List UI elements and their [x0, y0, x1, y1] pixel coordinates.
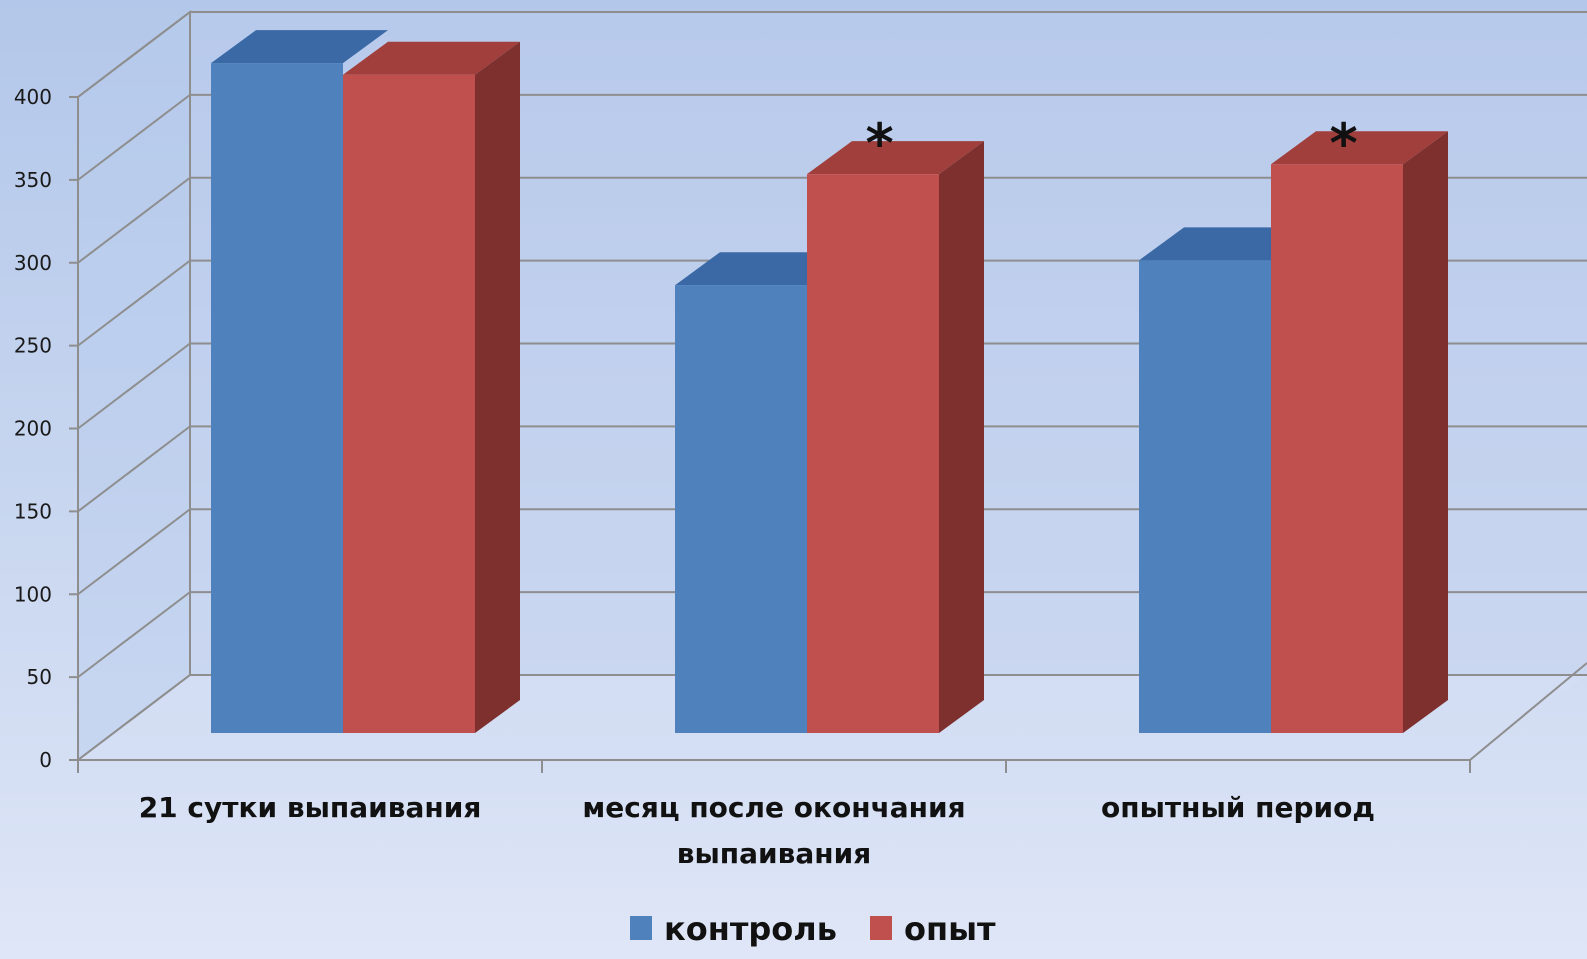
- y-tick-label: 400: [14, 85, 52, 109]
- significance-annotation: *: [1329, 112, 1357, 175]
- legend: контроль опыт: [630, 910, 996, 948]
- y-tick-label: 0: [39, 748, 52, 772]
- gridline-diagonal: [77, 94, 191, 181]
- bar-control: [211, 30, 388, 734]
- bar-side: [939, 141, 984, 733]
- gridline-diagonal: [77, 176, 191, 264]
- x-category-label: выпаивания: [677, 837, 871, 870]
- y-tick-label: 100: [14, 582, 52, 606]
- bar-top: [807, 141, 984, 175]
- gridline-diagonal: [77, 11, 191, 98]
- gridline-diagonal: [77, 342, 191, 430]
- bar-top: [343, 41, 520, 75]
- y-tick-label: 350: [14, 168, 52, 192]
- bar-experiment: [807, 141, 984, 733]
- bar-side: [475, 41, 520, 733]
- bar-front: [675, 285, 807, 733]
- y-tick-label: 300: [14, 251, 52, 275]
- bar-experiment: [343, 41, 520, 733]
- x-category-label: месяц после окончания: [582, 791, 965, 824]
- bar-front: [211, 63, 343, 734]
- gridline-diagonal: [77, 674, 191, 761]
- legend-swatch: [870, 916, 892, 940]
- legend-label: контроль: [664, 910, 837, 948]
- bar-front: [1271, 164, 1403, 733]
- bar-top: [1271, 131, 1448, 165]
- y-tick-label: 200: [14, 417, 52, 441]
- bars: [211, 30, 1448, 734]
- bar-front: [807, 174, 939, 733]
- floor-right-edge: [1469, 662, 1587, 761]
- bar-front: [1139, 260, 1271, 733]
- significance-annotation: *: [865, 112, 893, 175]
- bar-side: [1403, 131, 1448, 733]
- y-tick-label: 150: [14, 499, 52, 523]
- y-tick-label: 50: [27, 665, 52, 689]
- gridline-diagonal: [77, 425, 191, 513]
- legend-label: опыт: [904, 910, 996, 948]
- y-tick-label: 250: [14, 334, 52, 358]
- gridline-diagonal: [77, 259, 191, 347]
- x-category-label: 21 сутки выпаивания: [139, 791, 482, 824]
- x-category-label: опытный период: [1101, 791, 1375, 824]
- gridline-diagonal: [77, 591, 191, 678]
- legend-swatch: [630, 916, 652, 940]
- y-axis-ticks: 0 50 100 150 200 250 300 350 400: [14, 85, 52, 772]
- bar-experiment: [1271, 131, 1448, 733]
- gridline-diagonal: [77, 508, 191, 596]
- bar-front: [343, 74, 475, 733]
- x-axis-labels: 21 сутки выпаивания месяц после окончания…: [139, 791, 1375, 870]
- bar-top: [211, 30, 388, 64]
- annotations: * *: [865, 112, 1357, 175]
